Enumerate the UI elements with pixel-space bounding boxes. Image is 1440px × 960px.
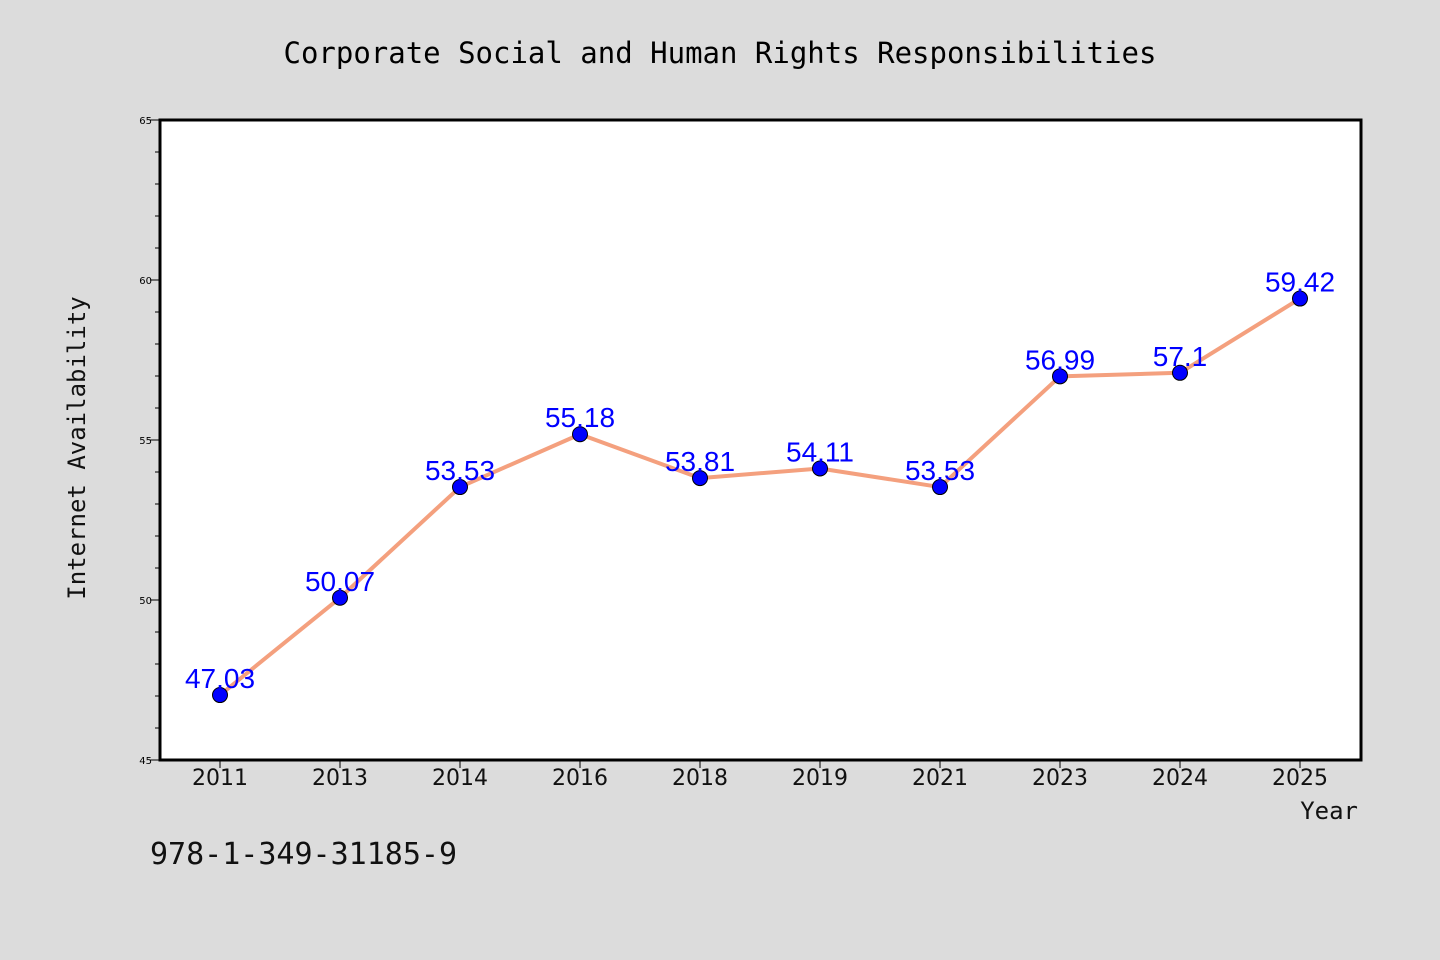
data-label: 53.81 xyxy=(665,446,735,477)
y-tick-label: 65 xyxy=(139,116,152,127)
x-tick-label: 2024 xyxy=(1152,766,1208,791)
data-label: 53.53 xyxy=(905,455,975,486)
x-axis-label: Year xyxy=(1300,797,1358,825)
x-tick-label: 2023 xyxy=(1032,766,1088,791)
data-point xyxy=(332,589,348,606)
data-point xyxy=(572,426,588,443)
x-tick-label: 2016 xyxy=(552,766,608,791)
data-label: 55.18 xyxy=(545,402,615,433)
data-point xyxy=(692,470,708,487)
data-point xyxy=(812,460,828,477)
y-axis-label: Internet Availability xyxy=(63,296,91,599)
x-tick-label: 2018 xyxy=(672,766,728,791)
data-label: 56.99 xyxy=(1025,344,1095,375)
x-tick-label: 2025 xyxy=(1272,766,1328,791)
data-label: 50.07 xyxy=(305,566,375,597)
y-tick-label: 45 xyxy=(139,756,152,767)
data-label: 57.1 xyxy=(1153,341,1208,372)
data-point xyxy=(452,479,468,496)
data-label: 54.11 xyxy=(786,436,854,467)
plot-area xyxy=(158,118,1363,762)
x-tick-label: 2021 xyxy=(912,766,968,791)
y-tick-label: 60 xyxy=(139,276,152,287)
x-tick-label: 2013 xyxy=(312,766,368,791)
series-layer xyxy=(212,290,1308,704)
data-label: 53.53 xyxy=(425,455,495,486)
y-tick-label: 55 xyxy=(139,436,152,447)
data-point xyxy=(1052,368,1068,385)
x-tick-label: 2014 xyxy=(432,766,488,791)
data-label: 59.42 xyxy=(1265,267,1335,298)
footnote-isbn: 978-1-349-31185-9 xyxy=(150,837,457,872)
data-point xyxy=(1292,290,1308,307)
data-point xyxy=(1172,364,1188,381)
x-axis-ticks: 2011 2013 2014 2016 2018 2019 2021 2023 2024 2025 xyxy=(192,760,1328,791)
data-labels: 47.03 50.07 53.53 55.18 53.81 54.11 53.53 56.99… xyxy=(185,267,1335,694)
data-point xyxy=(932,479,948,496)
data-point xyxy=(212,687,228,704)
data-label: 47.03 xyxy=(185,663,255,694)
chart-title: Corporate Social and Human Rights Respon… xyxy=(284,36,1157,70)
y-axis-ticks: 45 50 55 60 65 xyxy=(139,116,160,767)
y-tick-label: 50 xyxy=(139,596,152,607)
x-tick-label: 2011 xyxy=(192,766,248,791)
series-line xyxy=(218,296,1302,698)
x-tick-label: 2019 xyxy=(792,766,848,791)
